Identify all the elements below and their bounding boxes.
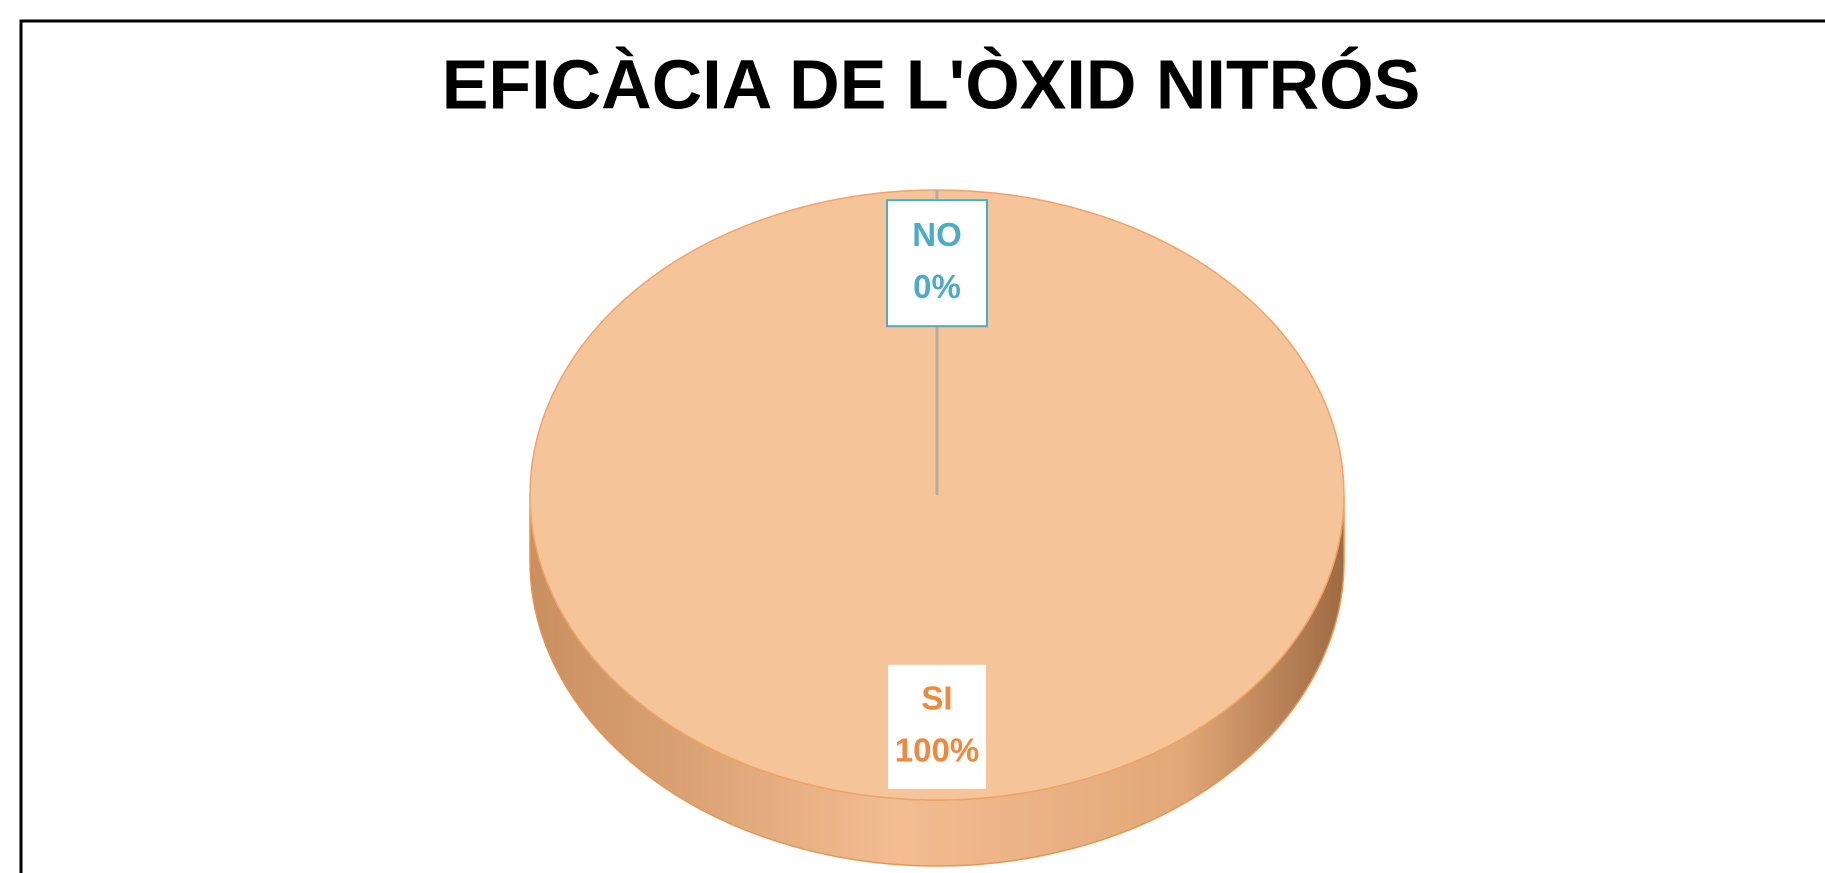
data-label-box bbox=[886, 662, 988, 791]
data-label-box bbox=[886, 199, 988, 328]
data-label: NO 0% bbox=[886, 199, 988, 328]
data-label-category: NO bbox=[912, 216, 962, 253]
data-label-value: 0% bbox=[913, 268, 961, 305]
chart-title: EFICÀCIA DE L'ÒXID NITRÓS bbox=[442, 45, 1421, 123]
data-label: SI 100% bbox=[886, 662, 988, 791]
data-label-value: 100% bbox=[895, 732, 979, 769]
data-label-category: SI bbox=[921, 680, 952, 717]
